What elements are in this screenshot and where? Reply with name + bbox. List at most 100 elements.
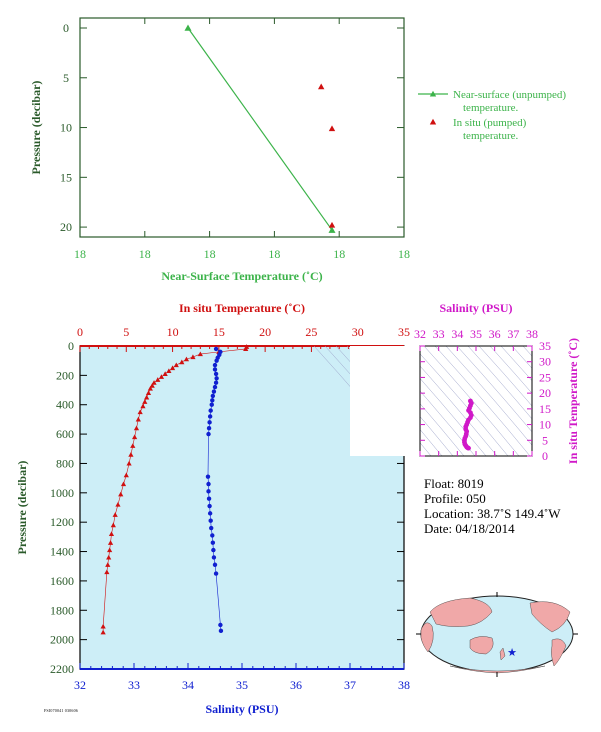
salinity-point: [218, 628, 224, 634]
temperature-point: [133, 425, 140, 431]
near-surface-line: [187, 27, 333, 231]
bottom-axis-title: Salinity (PSU): [205, 702, 278, 716]
temperature-point: [151, 380, 157, 385]
sal-tick-label: 38: [398, 678, 410, 692]
x-tick-label: 18: [333, 247, 345, 261]
map-land-australia: [469, 636, 494, 655]
temperature-point: [173, 362, 179, 368]
ts-y-tick-label: 0: [542, 449, 548, 463]
in-situ-marker: [328, 221, 336, 228]
ts-y-tick-label: 25: [539, 370, 551, 384]
salinity-point: [213, 371, 219, 377]
temperature-point: [155, 377, 161, 382]
ts-x-tick-label: 32: [414, 327, 426, 341]
salinity-point: [212, 562, 218, 567]
temperature-point: [137, 409, 143, 415]
temperature-point: [123, 472, 129, 478]
ts-y-tick-label: 5: [542, 433, 548, 447]
salinity-point: [213, 380, 219, 385]
salinity-point: [207, 420, 212, 425]
temperature-point: [107, 540, 114, 545]
temperature-point: [104, 569, 110, 575]
salinity-point: [206, 431, 211, 437]
float-id: Float: 8019: [424, 476, 484, 491]
temp-tick-label: 30: [352, 325, 364, 339]
salinity-point: [214, 358, 219, 363]
x-tick-label: 18: [204, 247, 216, 261]
density-contour: [445, 345, 542, 457]
salinity-point: [210, 540, 216, 545]
temperature-point: [128, 452, 134, 457]
temperature-point: [243, 346, 249, 352]
temperature-point: [110, 522, 116, 528]
temperature-point: [100, 629, 106, 635]
salinity-point: [206, 426, 212, 431]
map-land-africa: [420, 622, 434, 653]
profile-number: Profile: 050: [424, 491, 486, 506]
temperature-point: [115, 501, 121, 507]
temperature-point: [135, 416, 141, 422]
salinity-point: [212, 367, 218, 372]
temperature-point: [140, 403, 146, 409]
map-land-asia: [429, 597, 493, 627]
temperature-point: [132, 434, 138, 440]
temperature-point: [190, 354, 196, 360]
temperature-point: [126, 460, 132, 466]
sal-tick-label: 34: [182, 678, 194, 692]
y-tick-label: 400: [56, 398, 74, 412]
salinity-point: [206, 489, 211, 494]
salinity-point: [210, 393, 216, 399]
y-tick-label: 800: [56, 456, 74, 470]
salinity-point: [208, 408, 213, 413]
temperature-point: [118, 491, 124, 497]
salinity-point: [207, 511, 213, 516]
world-map: ★: [416, 592, 578, 677]
salinity-point: [207, 414, 213, 419]
temperature-point: [166, 368, 172, 374]
map-land-south-america: [551, 638, 567, 667]
ts-x-tick-label: 38: [526, 327, 538, 341]
ts-x-tick-label: 37: [507, 327, 519, 341]
temperature-point: [147, 385, 153, 391]
y-tick-label: 20: [60, 220, 72, 234]
ts-y-tick-label: 30: [539, 355, 551, 369]
ts-y-tick-label: 15: [539, 402, 551, 416]
ts-point: [466, 445, 471, 451]
ts-y-axis-title: In situ Temperature (˚C): [566, 338, 580, 464]
salinity-point: [211, 547, 216, 553]
temperature-point: [179, 359, 185, 365]
density-contour: [434, 345, 531, 457]
temperature-point: [100, 623, 106, 629]
salinity-point: [214, 376, 219, 381]
top-axis-title: In situ Temperature (˚C): [179, 301, 305, 315]
y-tick-label: 15: [60, 170, 72, 184]
map-land-new-zealand: [499, 647, 506, 661]
y-tick-label: 1200: [50, 515, 74, 529]
ts-y-tick-label: 10: [539, 418, 551, 432]
y-tick-label: 1600: [50, 574, 74, 588]
temp-tick-label: 10: [167, 325, 179, 339]
temperature-point: [149, 383, 155, 388]
in-situ-marker: [328, 125, 336, 132]
y-tick-label: 5: [63, 71, 69, 85]
y-tick-label: 600: [56, 427, 74, 441]
temp-tick-label: 5: [123, 325, 129, 339]
y-tick-label: 10: [60, 121, 72, 135]
x-tick-label: 18: [139, 247, 151, 261]
map-land-north-america: [529, 601, 571, 633]
mask: [350, 346, 420, 456]
temp-tick-label: 35: [398, 325, 410, 339]
ts-plot-frame: [419, 345, 533, 457]
map-land-antarctica: [449, 665, 546, 674]
legend-label-in-situ: In situ (pumped): [453, 117, 527, 129]
y-tick-label: 0: [63, 21, 69, 35]
ts-y-tick-label: 20: [539, 386, 551, 400]
temperature-point: [120, 481, 127, 487]
sal-tick-label: 37: [344, 678, 356, 692]
y-tick-label: 200: [56, 368, 74, 382]
y-tick-label: 1800: [50, 603, 74, 617]
ts-x-tick-label: 36: [489, 327, 501, 341]
temperature-point: [107, 547, 113, 553]
salinity-point: [211, 389, 217, 394]
